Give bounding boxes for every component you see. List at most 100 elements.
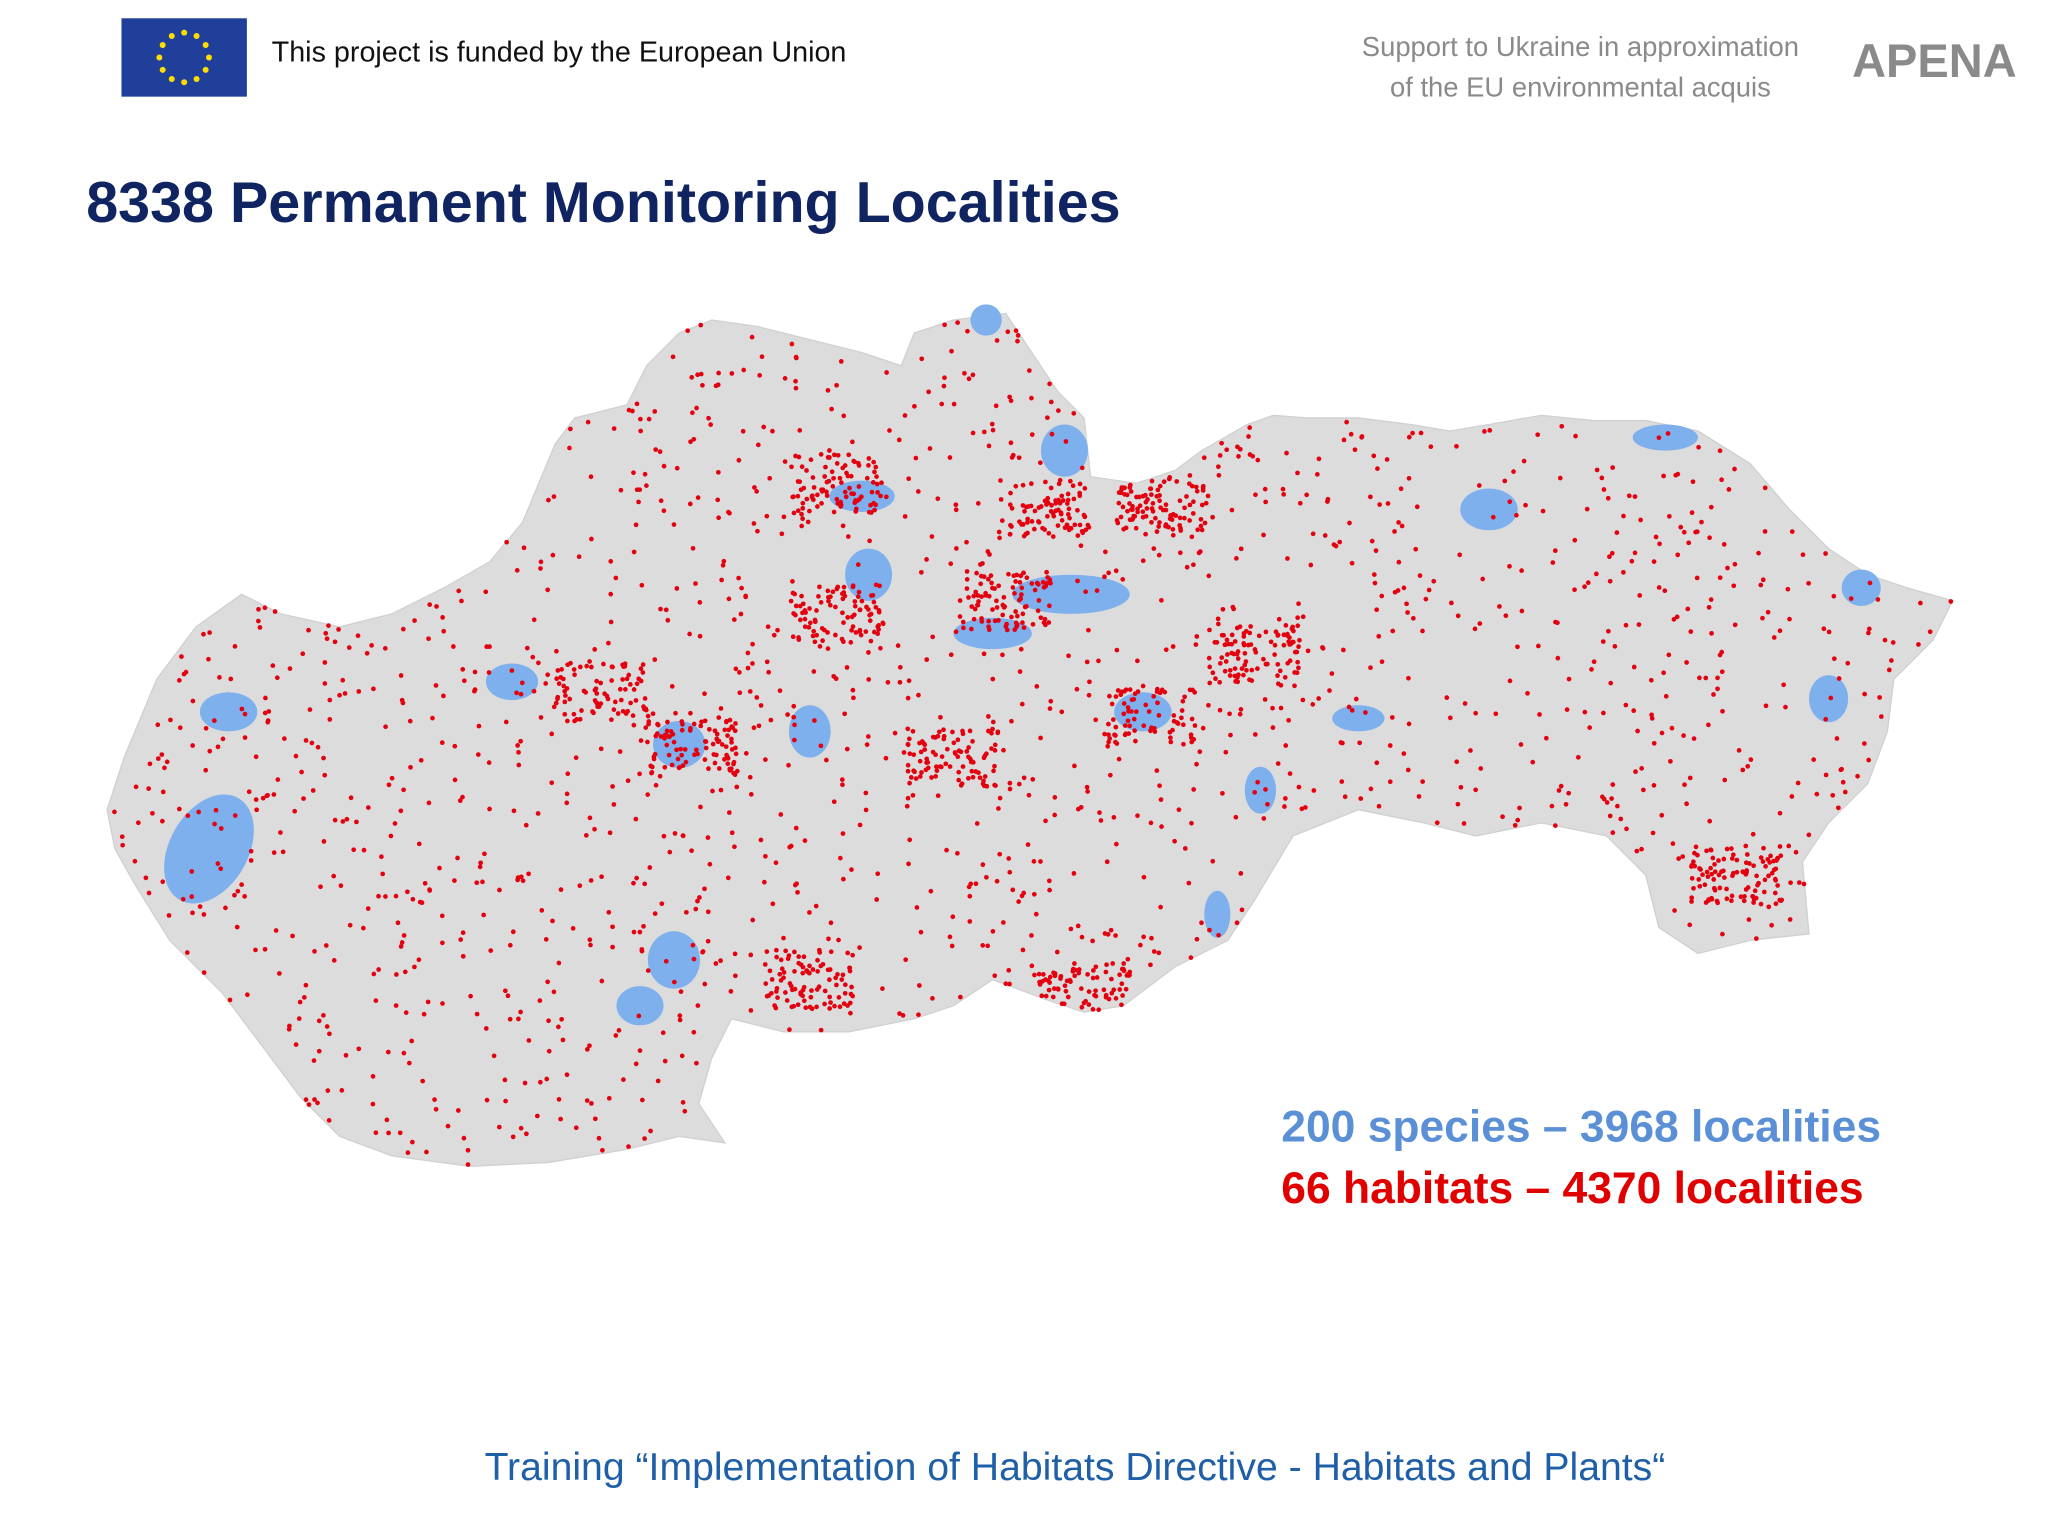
locality-dot <box>997 795 1003 801</box>
locality-dot <box>796 637 802 642</box>
locality-dot <box>168 717 173 723</box>
locality-dot <box>556 1024 561 1030</box>
locality-dot <box>1390 628 1396 634</box>
locality-dot <box>1256 633 1262 639</box>
project-logo: APENA <box>1852 34 2017 87</box>
locality-dot <box>779 531 785 537</box>
locality-dot <box>147 761 153 767</box>
locality-dot <box>1170 644 1176 649</box>
locality-dot <box>900 1013 906 1018</box>
locality-dot <box>1007 869 1013 875</box>
locality-dot <box>934 768 940 774</box>
project-line: of the EU environmental acquis <box>1390 72 1771 103</box>
locality-dot <box>1092 992 1097 998</box>
locality-dot <box>538 715 544 720</box>
locality-dot <box>361 847 367 853</box>
locality-dot <box>1097 810 1102 815</box>
locality-dot <box>1715 686 1720 692</box>
locality-dot <box>880 986 885 991</box>
locality-dot <box>1503 613 1509 619</box>
locality-dot <box>1697 883 1703 889</box>
locality-dot <box>1396 559 1402 565</box>
locality-dot <box>537 998 543 1003</box>
locality-dot <box>808 457 814 463</box>
locality-dot <box>947 934 953 940</box>
locality-dot <box>203 725 209 731</box>
locality-dot <box>873 604 879 610</box>
locality-dot <box>1224 447 1230 453</box>
locality-dot <box>1132 691 1138 697</box>
locality-dot <box>1029 432 1035 437</box>
locality-dot <box>1478 766 1484 771</box>
locality-dot <box>957 598 963 603</box>
locality-dot <box>592 1116 598 1122</box>
locality-dot <box>1198 523 1204 529</box>
locality-dot <box>1575 754 1581 760</box>
locality-dot <box>577 883 583 889</box>
locality-dot <box>235 888 241 894</box>
locality-dot <box>1866 757 1872 763</box>
locality-dot <box>550 918 555 924</box>
locality-dot <box>441 628 447 634</box>
area <box>1012 574 1130 614</box>
locality-dot <box>834 496 840 502</box>
locality-dot <box>782 459 788 464</box>
locality-dot <box>907 837 913 843</box>
locality-dot <box>967 728 973 734</box>
locality-dot <box>1217 679 1223 685</box>
locality-dot <box>504 539 509 545</box>
locality-dot <box>927 446 933 451</box>
locality-dot <box>422 880 428 886</box>
locality-dot <box>933 752 938 758</box>
locality-dot <box>944 847 949 853</box>
locality-dot <box>1086 692 1092 698</box>
locality-dot <box>1449 600 1454 606</box>
locality-dot <box>1179 715 1184 721</box>
locality-dot <box>1697 675 1702 681</box>
locality-dot <box>1292 649 1298 655</box>
locality-dot <box>1235 656 1241 661</box>
locality-dot <box>1027 368 1032 373</box>
locality-dot <box>1059 518 1065 523</box>
locality-dot <box>543 937 549 942</box>
locality-dot <box>351 847 357 853</box>
locality-dot <box>120 842 125 848</box>
locality-dot <box>1458 784 1464 790</box>
locality-dot <box>1255 457 1261 463</box>
locality-dot <box>731 761 736 767</box>
locality-dot <box>926 389 932 395</box>
locality-dot <box>1127 482 1133 488</box>
locality-dot <box>248 858 254 863</box>
locality-dot <box>922 742 928 748</box>
locality-dot <box>1507 563 1512 569</box>
locality-dot <box>990 607 995 612</box>
locality-dot <box>896 437 902 443</box>
locality-dot <box>1387 779 1393 785</box>
locality-dot <box>1653 534 1659 540</box>
locality-dot <box>802 624 808 630</box>
locality-dot <box>850 687 856 693</box>
locality-dot <box>835 452 841 458</box>
locality-dot <box>1086 989 1092 994</box>
locality-dot <box>321 1013 326 1018</box>
locality-dot <box>324 636 330 642</box>
locality-dot <box>687 728 693 733</box>
locality-dot <box>630 408 635 414</box>
locality-dot <box>1009 524 1014 529</box>
locality-dot <box>1629 558 1635 564</box>
locality-dot <box>1694 575 1700 581</box>
locality-dot <box>1025 842 1031 847</box>
locality-dot <box>1206 573 1212 579</box>
locality-dot <box>1060 498 1066 503</box>
locality-dot <box>1717 652 1723 658</box>
locality-dot <box>1699 519 1704 525</box>
locality-dot <box>703 745 709 751</box>
locality-dot <box>1826 629 1832 635</box>
locality-dot <box>1065 491 1071 497</box>
locality-dot <box>530 654 536 660</box>
locality-dot <box>1047 887 1052 893</box>
locality-dot <box>1148 962 1153 968</box>
locality-dot <box>1135 509 1140 515</box>
locality-dot <box>811 669 817 674</box>
locality-dot <box>613 1033 619 1038</box>
